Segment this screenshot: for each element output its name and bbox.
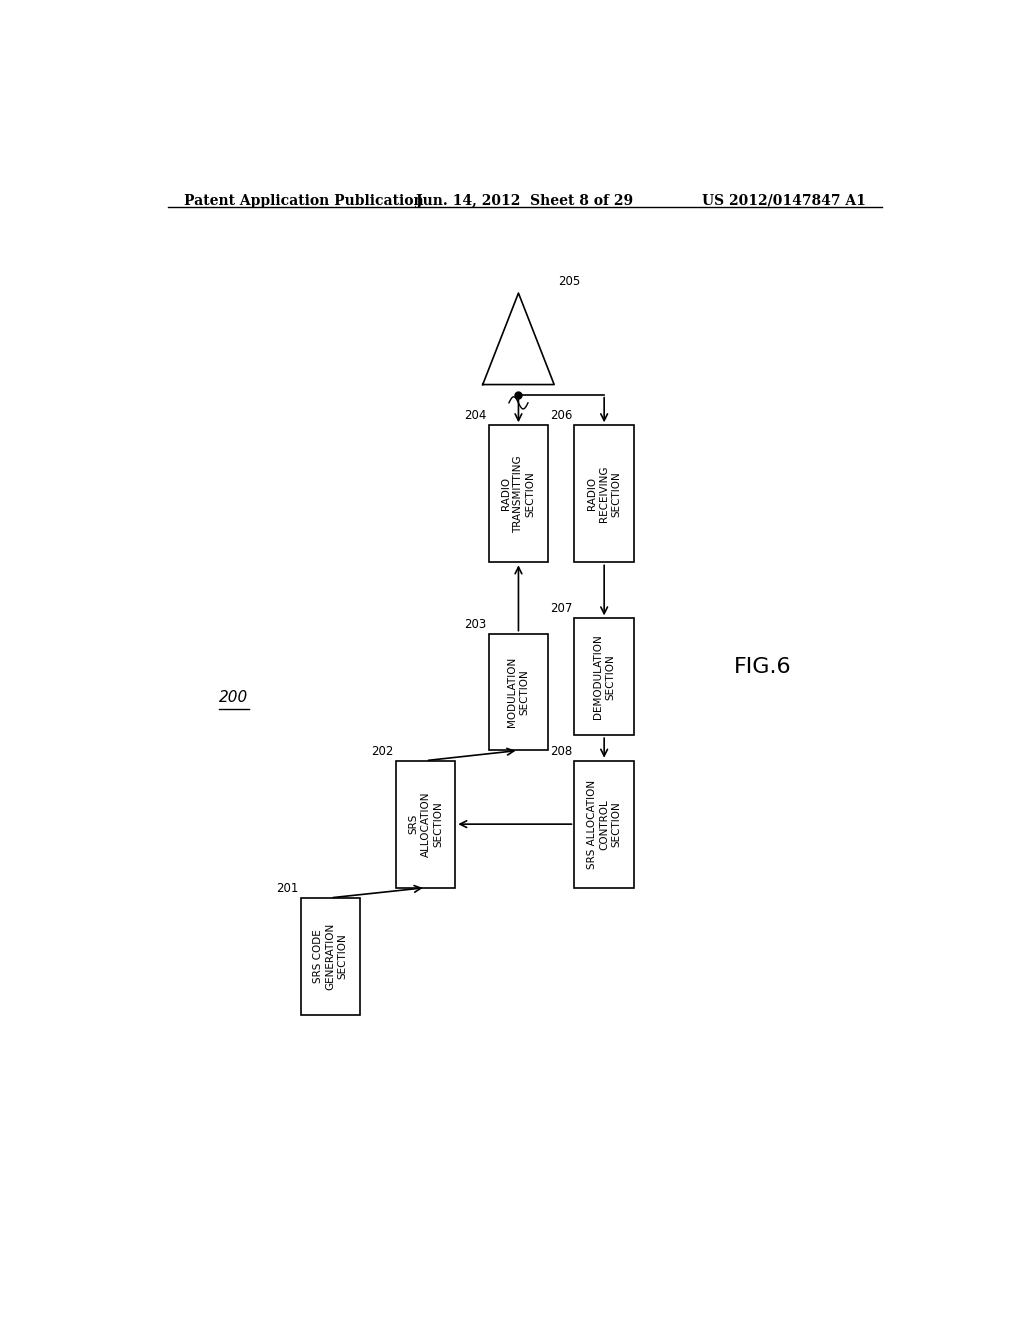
Bar [396, 760, 456, 887]
Text: 202: 202 [371, 744, 393, 758]
Bar [488, 425, 548, 562]
Text: SRS
ALLOCATION
SECTION: SRS ALLOCATION SECTION [409, 792, 443, 857]
Text: Jun. 14, 2012  Sheet 8 of 29: Jun. 14, 2012 Sheet 8 of 29 [416, 194, 634, 209]
Text: RADIO
TRANSMITTING
SECTION: RADIO TRANSMITTING SECTION [501, 455, 536, 533]
Text: DEMODULATION
SECTION: DEMODULATION SECTION [593, 635, 615, 719]
Text: 208: 208 [550, 744, 572, 758]
Text: 207: 207 [550, 602, 572, 615]
Text: SRS ALLOCATION
CONTROL
SECTION: SRS ALLOCATION CONTROL SECTION [587, 780, 622, 869]
Text: 200: 200 [219, 689, 249, 705]
Text: Patent Application Publication: Patent Application Publication [183, 194, 423, 209]
Text: FIG.6: FIG.6 [734, 656, 792, 677]
Text: 201: 201 [275, 882, 298, 895]
Text: MODULATION
SECTION: MODULATION SECTION [507, 657, 529, 727]
Text: 203: 203 [464, 618, 486, 631]
Text: RADIO
RECEIVING
SECTION: RADIO RECEIVING SECTION [587, 466, 622, 523]
Bar [574, 425, 634, 562]
Text: 204: 204 [464, 409, 486, 422]
Bar [488, 634, 548, 751]
Text: 206: 206 [550, 409, 572, 422]
Text: 205: 205 [558, 275, 581, 288]
Text: US 2012/0147847 A1: US 2012/0147847 A1 [702, 194, 866, 209]
Bar [574, 760, 634, 887]
Bar [574, 618, 634, 735]
Bar [301, 898, 360, 1015]
Text: SRS CODE
GENERATION
SECTION: SRS CODE GENERATION SECTION [313, 923, 348, 990]
